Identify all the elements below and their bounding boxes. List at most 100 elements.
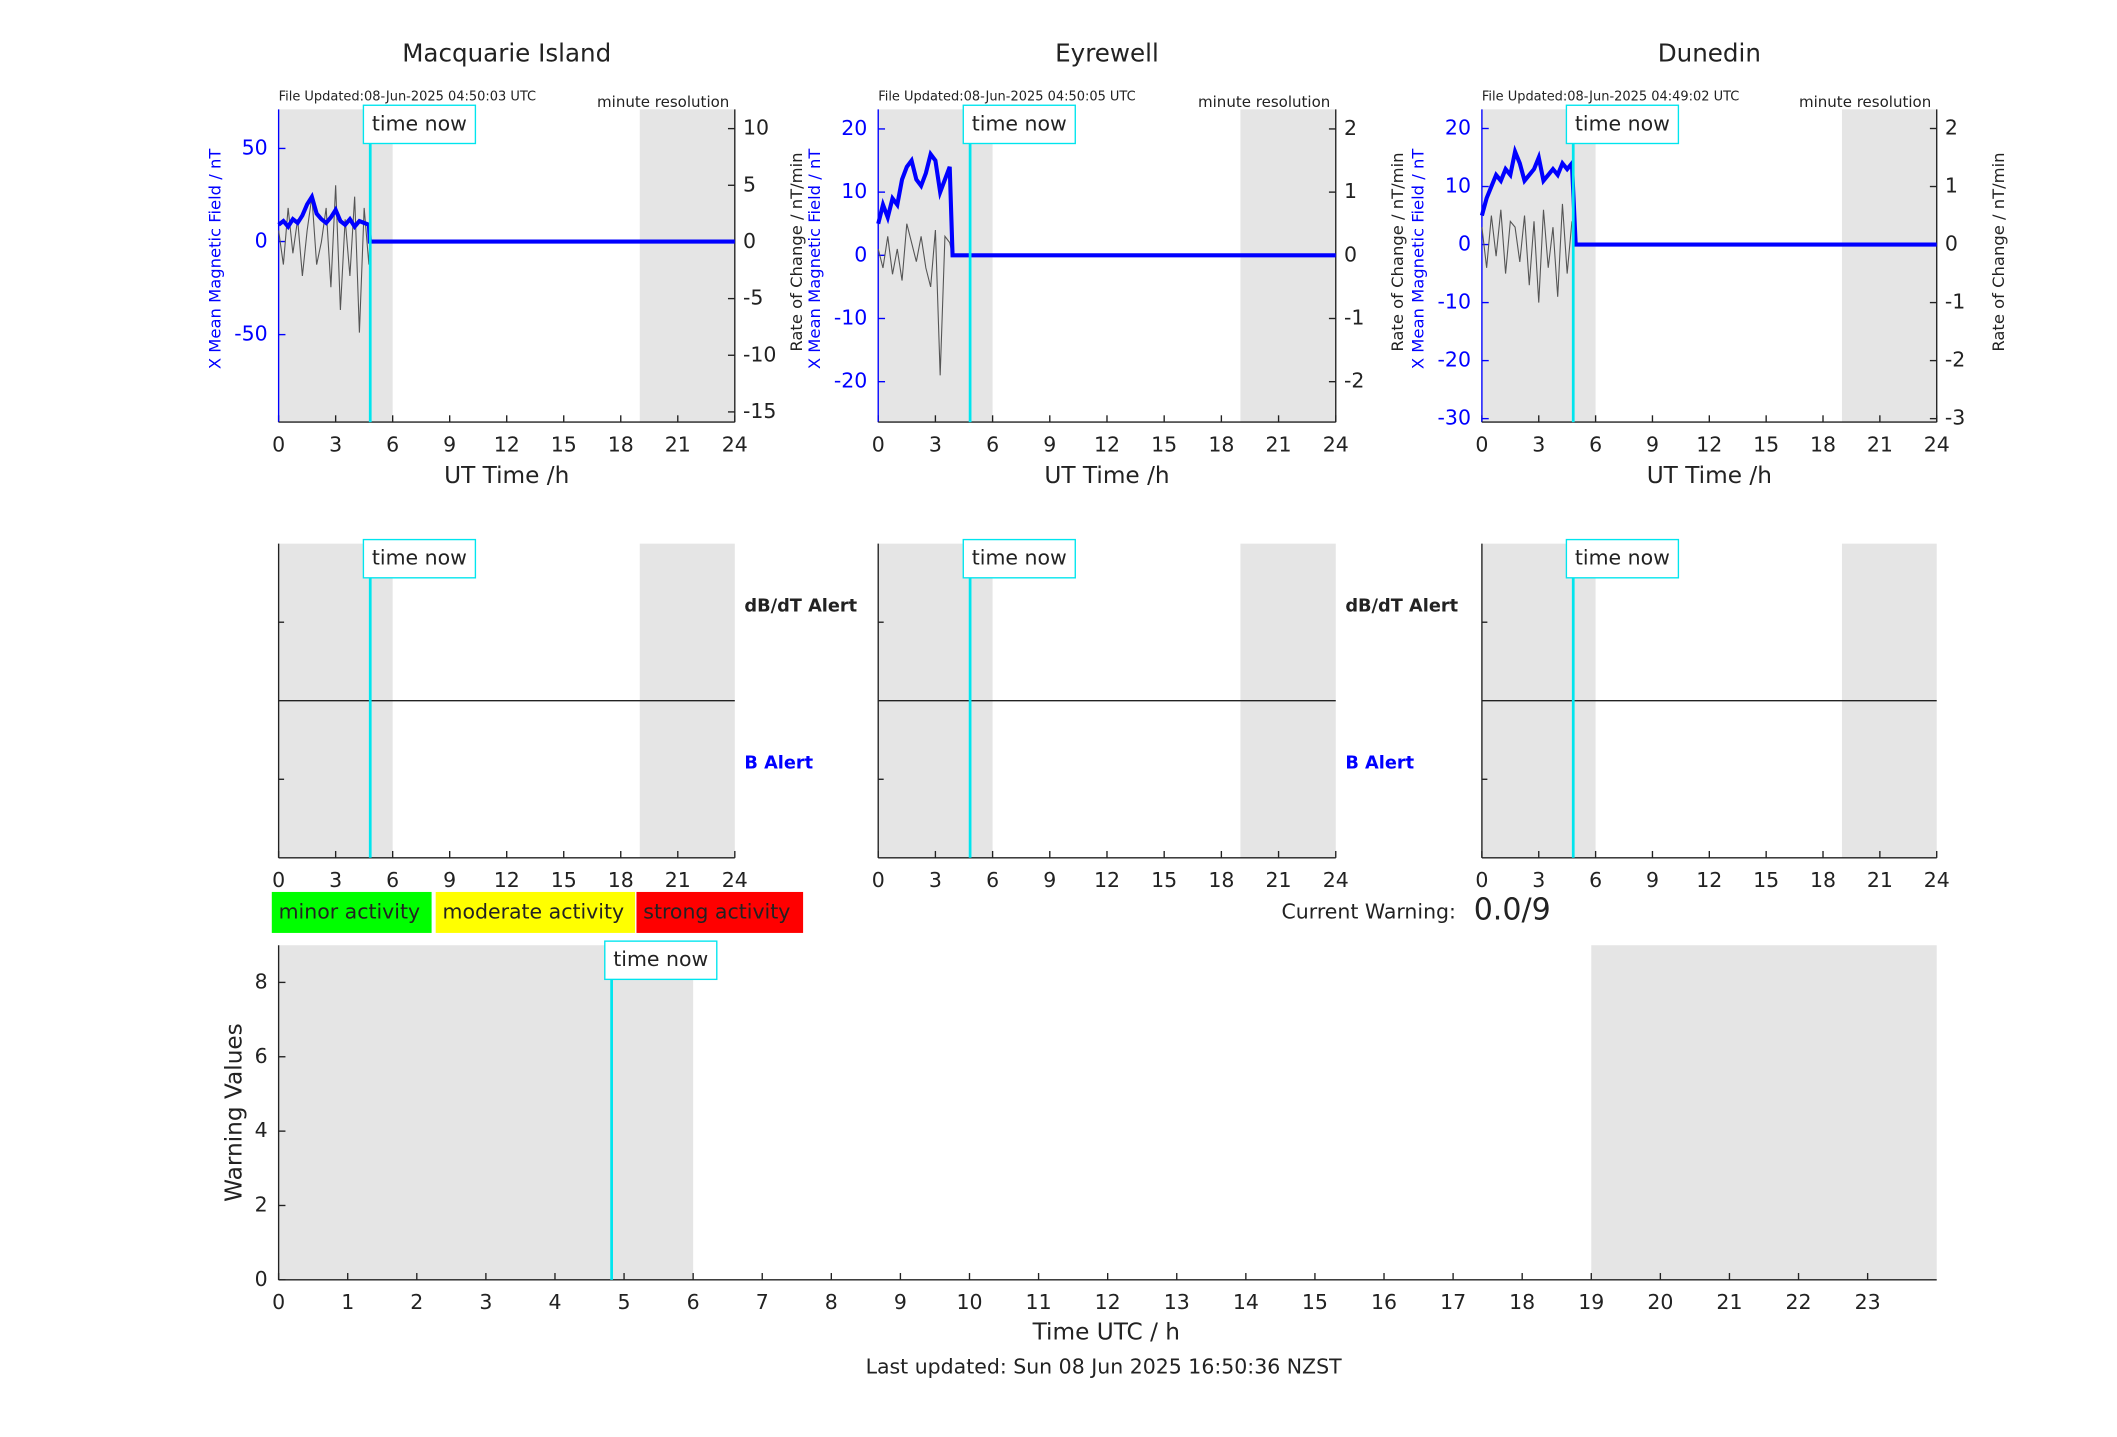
x-tick-label: 15: [551, 868, 577, 892]
y-tick-label: -20: [834, 369, 867, 393]
x-tick-label: 7: [756, 1290, 769, 1314]
x-axis-label: Time UTC / h: [1032, 1319, 1180, 1346]
y-tick-label: 0: [255, 1267, 268, 1291]
current-warning-label: Current Warning:: [1282, 899, 1456, 923]
y2-axis-label: Rate of Change / nT/min: [787, 153, 806, 352]
x-tick-label: 24: [1323, 432, 1349, 456]
file-updated: File Updated:08-Jun-2025 04:50:03 UTC: [279, 90, 536, 105]
activity-swatch: [271, 891, 432, 933]
x-tick-label: 0: [872, 432, 885, 456]
x-tick-label: 24: [722, 868, 748, 892]
x-tick-label: 6: [386, 432, 399, 456]
time-now-label: time now: [372, 111, 467, 135]
y-tick-label: -50: [234, 322, 267, 346]
x-tick-label: 3: [1532, 432, 1545, 456]
x-tick-label: 12: [1696, 432, 1722, 456]
x-tick-label: 0: [1475, 432, 1488, 456]
x-tick-label: 18: [608, 868, 634, 892]
x-tick-label: 24: [722, 432, 748, 456]
x-tick-label: 3: [1532, 868, 1545, 892]
y-tick-label: -30: [1438, 406, 1471, 430]
file-updated: File Updated:08-Jun-2025 04:49:02 UTC: [1482, 90, 1739, 105]
x-tick-label: 12: [1094, 868, 1120, 892]
night-shade: [1841, 109, 1937, 423]
time-now-label: time now: [972, 111, 1067, 135]
x-tick-label: 4: [548, 1290, 561, 1314]
y2-tick-label: 2: [1945, 115, 1958, 139]
chart-title: Dunedin: [1658, 39, 1761, 68]
y-tick-label: 0: [854, 242, 867, 266]
night-shade: [878, 109, 993, 423]
y-tick-label: 10: [1445, 174, 1471, 198]
y2-tick-label: 10: [743, 116, 769, 140]
x-tick-label: 21: [1266, 432, 1292, 456]
y2-tick-label: 2: [1344, 116, 1357, 140]
y-tick-label: 6: [255, 1044, 268, 1068]
y-tick-label: 10: [841, 179, 867, 203]
y2-axis-label: Rate of Change / nT/min: [1388, 153, 1407, 352]
activity-swatch: [636, 891, 804, 933]
y2-tick-label: 0: [743, 229, 756, 253]
time-now-label: time now: [1575, 546, 1670, 570]
y-tick-label: -10: [834, 305, 867, 329]
x-tick-label: 3: [329, 432, 342, 456]
y2-tick-label: -3: [1945, 406, 1965, 430]
x-tick-label: 19: [1578, 1290, 1604, 1314]
x-tick-label: 3: [479, 1290, 492, 1314]
x-tick-label: 6: [386, 868, 399, 892]
y-tick-label: 0: [255, 229, 268, 253]
rate-line: [1481, 203, 1937, 303]
rate-line: [278, 185, 735, 333]
time-now-box: [604, 940, 718, 981]
x-tick-label: 9: [1043, 432, 1056, 456]
x-axis-label: UT Time /h: [444, 462, 569, 489]
y2-tick-label: -15: [743, 399, 776, 423]
x-tick-label: 6: [687, 1290, 700, 1314]
time-now-label: time now: [372, 546, 467, 570]
time-now-label: time now: [1575, 111, 1670, 135]
x-tick-label: 16: [1371, 1290, 1397, 1314]
y2-tick-label: 1: [1945, 174, 1958, 198]
x-tick-label: 6: [1589, 868, 1602, 892]
x-tick-label: 18: [1509, 1290, 1535, 1314]
x-tick-label: 21: [665, 432, 691, 456]
y-tick-label: 2: [255, 1192, 268, 1216]
field-line: [876, 149, 1336, 258]
field-line: [277, 191, 735, 244]
y2-tick-label: 5: [743, 172, 756, 196]
b-alert-label: B Alert: [1345, 754, 1414, 774]
x-tick-label: 8: [825, 1290, 838, 1314]
x-tick-label: 18: [608, 432, 634, 456]
x-tick-label: 0: [272, 432, 285, 456]
x-tick-label: 5: [618, 1290, 631, 1314]
x-tick-label: 23: [1855, 1290, 1881, 1314]
x-tick-label: 24: [1924, 432, 1950, 456]
x-tick-label: 15: [1151, 432, 1177, 456]
resolution: minute resolution: [1198, 93, 1330, 111]
x-tick-label: 3: [929, 432, 942, 456]
y2-tick-label: 0: [1945, 232, 1958, 256]
x-tick-label: 10: [956, 1290, 982, 1314]
x-tick-label: 0: [272, 868, 285, 892]
x-axis-label: UT Time /h: [1647, 462, 1772, 489]
x-tick-label: 9: [443, 432, 456, 456]
y2-tick-label: -5: [743, 286, 763, 310]
x-tick-label: 20: [1647, 1290, 1673, 1314]
x-tick-label: 21: [665, 868, 691, 892]
x-tick-label: 21: [1867, 868, 1893, 892]
x-tick-label: 9: [1646, 432, 1659, 456]
x-tick-label: 9: [443, 868, 456, 892]
x-tick-label: 12: [1696, 868, 1722, 892]
time-now-label: time now: [613, 947, 708, 971]
y2-tick-label: -1: [1344, 305, 1364, 329]
x-tick-label: 9: [894, 1290, 907, 1314]
x-tick-label: 9: [1043, 868, 1056, 892]
x-tick-label: 18: [1208, 432, 1234, 456]
x-tick-label: 24: [1323, 868, 1349, 892]
x-tick-label: 22: [1786, 1290, 1812, 1314]
y-axis-label: X Mean Magnetic Field / nT: [1409, 148, 1428, 370]
x-tick-label: 17: [1440, 1290, 1466, 1314]
night-shade: [1240, 109, 1336, 423]
x-tick-label: 3: [329, 868, 342, 892]
